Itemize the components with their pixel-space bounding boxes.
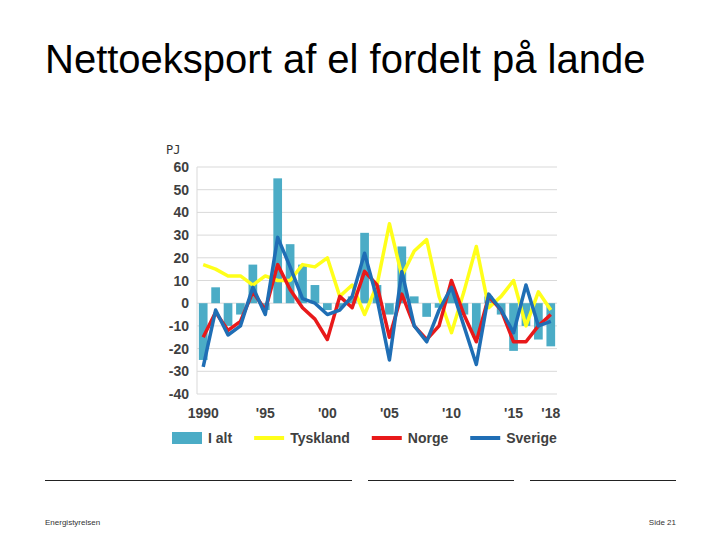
bar — [385, 303, 394, 314]
y-tick-label: 20 — [173, 250, 189, 266]
y-tick-label: 50 — [173, 182, 189, 198]
bar — [422, 303, 431, 317]
grid-line — [197, 325, 557, 326]
legend-swatch — [172, 432, 202, 444]
footer-rule — [45, 480, 352, 481]
x-tick-label: '10 — [442, 405, 461, 421]
legend-label: I alt — [208, 430, 232, 446]
bar — [323, 303, 332, 310]
footer-page: Side 21 — [649, 518, 676, 527]
x-tick-label: 1990 — [188, 405, 219, 421]
legend-label: Sverige — [506, 430, 557, 446]
line — [203, 224, 551, 333]
y-tick-label: -10 — [169, 318, 189, 334]
x-tick-label: '00 — [318, 405, 337, 421]
title: Nettoeksport af el fordelt på lande — [45, 36, 685, 82]
y-tick-label: 40 — [173, 204, 189, 220]
grid-line — [197, 348, 557, 349]
footer-rule — [368, 480, 514, 481]
line — [203, 237, 551, 366]
y-tick-label: -30 — [169, 363, 189, 379]
x-tick-label: '18 — [541, 405, 560, 421]
grid-line — [197, 371, 557, 372]
y-label: PJ — [166, 143, 180, 157]
x-tick-label: '95 — [256, 405, 275, 421]
legend-swatch — [470, 436, 500, 440]
y-tick-label: 10 — [173, 273, 189, 289]
y-tick-label: 0 — [181, 295, 189, 311]
grid-line — [197, 394, 557, 395]
plot-area — [199, 178, 555, 366]
x-tick-label: '15 — [504, 405, 523, 421]
legend-swatch — [254, 436, 284, 440]
y-tick-label: 60 — [173, 159, 189, 175]
bar — [211, 287, 220, 303]
footer-rule — [530, 480, 676, 481]
legend-label: Tyskland — [290, 430, 350, 446]
grid-line — [197, 257, 557, 258]
y-tick-label: -40 — [169, 386, 189, 402]
legend-swatch — [372, 436, 402, 440]
grid-line — [197, 212, 557, 213]
footer-source: Energistyrelsen — [45, 518, 100, 527]
x-tick-label: '05 — [380, 405, 399, 421]
grid-line — [197, 235, 557, 236]
y-tick-label: -20 — [169, 341, 189, 357]
chart: PJ -40 -30 -20 -10 0 10 20 30 40 50 60 1990 '95 '00 '05… — [0, 0, 720, 540]
bar — [224, 303, 233, 326]
grid-line — [197, 167, 557, 168]
bar — [410, 296, 419, 303]
grid-line — [197, 189, 557, 190]
y-tick-label: 30 — [173, 227, 189, 243]
y-axis-line — [197, 167, 198, 394]
legend-label: Norge — [408, 430, 449, 446]
